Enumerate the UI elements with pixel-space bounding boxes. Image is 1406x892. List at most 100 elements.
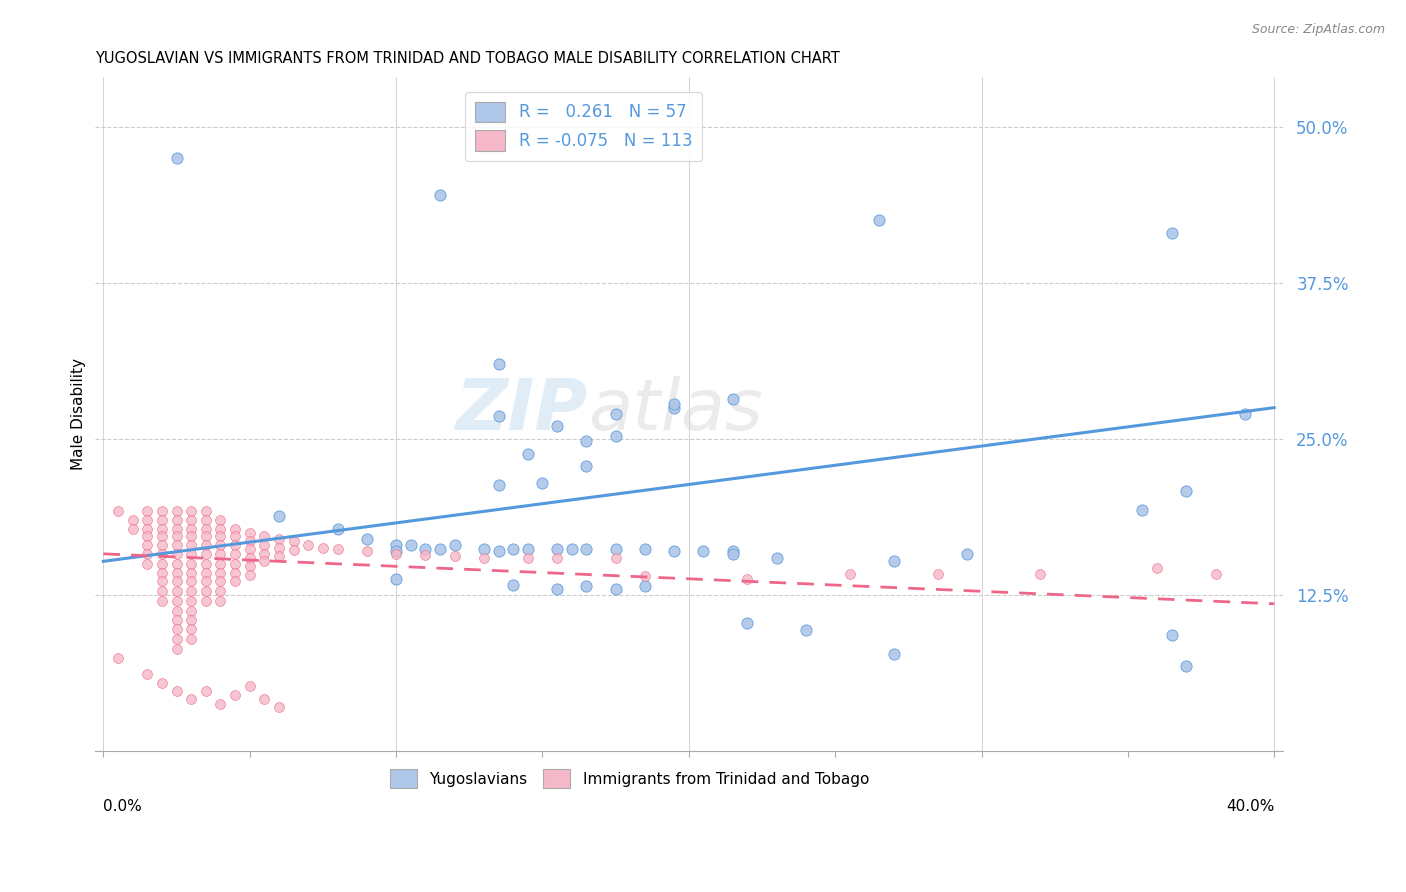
Point	[150, 594, 173, 608]
Point	[166, 151, 188, 165]
Point	[121, 513, 143, 527]
Point	[356, 532, 378, 546]
Point	[883, 647, 905, 661]
Point	[209, 566, 232, 580]
Text: YUGOSLAVIAN VS IMMIGRANTS FROM TRINIDAD AND TOBAGO MALE DISABILITY CORRELATION C: YUGOSLAVIAN VS IMMIGRANTS FROM TRINIDAD …	[94, 51, 839, 66]
Point	[662, 544, 685, 558]
Point	[194, 504, 217, 518]
Point	[166, 594, 188, 608]
Point	[737, 615, 759, 630]
Point	[166, 547, 188, 561]
Point	[605, 541, 627, 556]
Point	[180, 691, 202, 706]
Point	[267, 532, 290, 546]
Point	[209, 584, 232, 599]
Point	[209, 513, 232, 527]
Point	[575, 434, 598, 449]
Point	[546, 550, 568, 565]
Point	[209, 547, 232, 561]
Point	[180, 632, 202, 646]
Point	[239, 550, 262, 565]
Point	[634, 579, 657, 593]
Point	[575, 459, 598, 474]
Point	[180, 584, 202, 599]
Point	[209, 574, 232, 589]
Point	[399, 538, 422, 552]
Point	[326, 541, 349, 556]
Point	[136, 504, 159, 518]
Point	[662, 397, 685, 411]
Point	[516, 541, 538, 556]
Point	[1233, 407, 1256, 421]
Point	[194, 513, 217, 527]
Point	[166, 504, 188, 518]
Point	[956, 547, 979, 561]
Point	[605, 429, 627, 443]
Point	[765, 550, 787, 565]
Point	[121, 522, 143, 536]
Point	[472, 541, 495, 556]
Point	[239, 525, 262, 540]
Point	[166, 557, 188, 571]
Point	[253, 547, 276, 561]
Text: 0.0%: 0.0%	[104, 798, 142, 814]
Point	[224, 538, 246, 552]
Point	[385, 538, 408, 552]
Point	[224, 566, 246, 580]
Point	[194, 557, 217, 571]
Point	[180, 622, 202, 636]
Point	[605, 582, 627, 596]
Point	[150, 566, 173, 580]
Point	[224, 547, 246, 561]
Point	[194, 574, 217, 589]
Point	[883, 554, 905, 568]
Text: ZIP: ZIP	[456, 376, 588, 445]
Point	[136, 547, 159, 561]
Point	[150, 513, 173, 527]
Point	[546, 419, 568, 434]
Point	[488, 544, 510, 558]
Point	[150, 504, 173, 518]
Point	[166, 574, 188, 589]
Point	[472, 550, 495, 565]
Point	[166, 684, 188, 698]
Point	[356, 544, 378, 558]
Point	[194, 538, 217, 552]
Point	[253, 554, 276, 568]
Point	[166, 622, 188, 636]
Point	[166, 538, 188, 552]
Point	[385, 544, 408, 558]
Point	[605, 550, 627, 565]
Point	[283, 543, 305, 558]
Point	[253, 691, 276, 706]
Point	[267, 700, 290, 714]
Point	[634, 541, 657, 556]
Point	[516, 550, 538, 565]
Point	[546, 541, 568, 556]
Point	[737, 572, 759, 586]
Point	[136, 529, 159, 543]
Point	[166, 513, 188, 527]
Point	[180, 547, 202, 561]
Point	[721, 392, 744, 406]
Point	[605, 407, 627, 421]
Point	[239, 568, 262, 582]
Point	[253, 529, 276, 543]
Point	[224, 574, 246, 589]
Point	[415, 541, 437, 556]
Point	[180, 504, 202, 518]
Point	[531, 475, 554, 490]
Point	[166, 529, 188, 543]
Y-axis label: Male Disability: Male Disability	[72, 358, 86, 470]
Point	[180, 594, 202, 608]
Point	[136, 538, 159, 552]
Point	[385, 572, 408, 586]
Point	[150, 522, 173, 536]
Point	[267, 541, 290, 555]
Point	[166, 566, 188, 580]
Point	[150, 675, 173, 690]
Point	[838, 566, 860, 581]
Point	[150, 538, 173, 552]
Point	[488, 357, 510, 371]
Point	[721, 544, 744, 558]
